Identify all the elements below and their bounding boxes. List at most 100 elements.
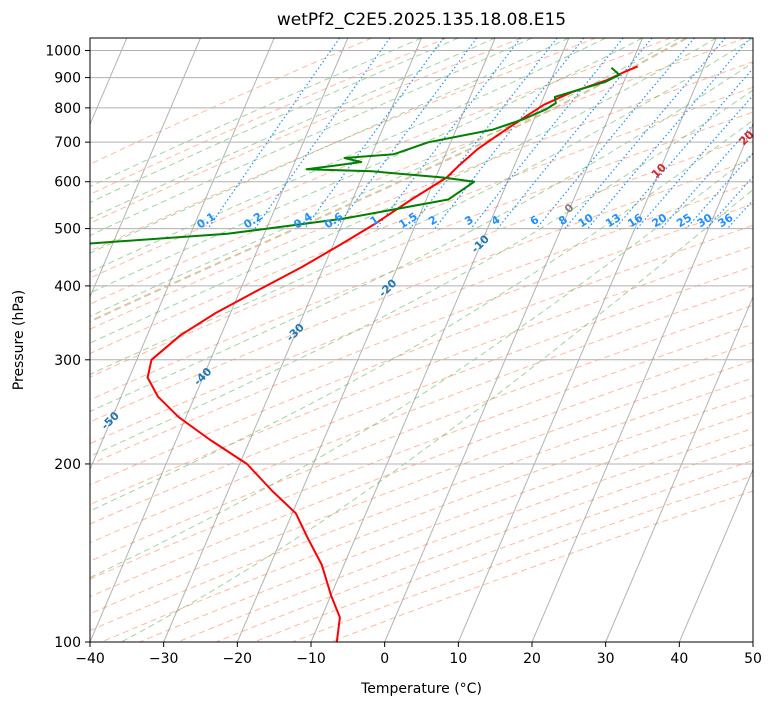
reference-curves (90, 38, 688, 323)
mixing-ratio-lines (207, 38, 753, 230)
mixing-ratio-line (335, 38, 478, 229)
isotherm-label: 20 (737, 128, 757, 148)
isotherm-label: -60 (6, 453, 29, 476)
isotherm-label: -20 (376, 276, 399, 299)
isotherm-line (752, 640, 753, 642)
dry-adiabat-line (90, 203, 753, 466)
mixing-ratio-label: 4 (489, 213, 503, 228)
moist-adiabat-line (90, 38, 606, 273)
dry-adiabat-line (90, 342, 753, 598)
mixing-ratio-line (660, 123, 753, 229)
mixing-ratio-label: 20 (650, 211, 670, 230)
y-tick-label: 1000 (45, 44, 81, 60)
mixing-ratio-label: 6 (528, 213, 542, 228)
x-tick-label: −10 (296, 651, 326, 667)
y-tick-label: 700 (54, 135, 81, 151)
dry-adiabat-line (101, 394, 753, 642)
mixing-ratio-label: 25 (674, 211, 694, 230)
x-tick-label: −40 (75, 651, 105, 667)
mixing-ratio-line (536, 38, 695, 229)
isotherm-label: -10 (469, 232, 492, 255)
mixing-ratio-label: 13 (603, 211, 623, 230)
y-axis-label: Pressure (hPa) (11, 290, 27, 390)
moist-adiabat-line (90, 38, 533, 236)
mixing-ratio-line (304, 38, 445, 229)
isotherm-line (90, 38, 275, 471)
x-tick-label: 10 (449, 651, 467, 667)
x-axis-ticks: −40 −30 −20 −10 0 10 20 30 40 50 (75, 642, 762, 667)
y-tick-label: 600 (54, 175, 81, 191)
moist-adiabat-line (90, 153, 753, 579)
isotherm-line (90, 38, 349, 642)
moist-adiabat-line (90, 38, 496, 220)
isotherm-line (457, 38, 717, 642)
y-tick-label: 500 (54, 222, 81, 238)
mixing-ratio-line (497, 38, 653, 229)
mixing-ratio-line (409, 38, 558, 229)
dry-adiabat-line (90, 285, 753, 544)
isotherm-line (678, 468, 753, 642)
dry-adiabat-line (90, 38, 671, 279)
isotherm-line (236, 38, 496, 642)
moist-adiabats (90, 38, 753, 642)
moist-adiabat-line (90, 38, 680, 317)
isotherm-line (605, 295, 753, 642)
mixing-ratio-line (434, 38, 585, 229)
y-tick-label: 300 (54, 353, 81, 369)
isotherm-line (310, 38, 570, 642)
isotherm-line (531, 123, 753, 642)
x-axis-label: Temperature (°C) (360, 681, 482, 697)
dry-adiabat-line (90, 38, 447, 195)
mixing-ratio-label: 10 (576, 211, 596, 230)
x-tick-label: −20 (223, 651, 253, 667)
mixing-ratio-line (636, 94, 753, 229)
dry-adiabat-line (90, 38, 373, 165)
dry-adiabat-line (90, 61, 753, 330)
moist-adiabat-line (121, 188, 753, 642)
moist-adiabat-line (90, 38, 717, 344)
isotherm-line (384, 38, 643, 642)
wet-bulb-reference-curve (90, 38, 688, 323)
dry-adiabat-line (90, 224, 753, 486)
mixing-ratio-label: 36 (716, 211, 736, 230)
isotherm-label: -50 (99, 409, 122, 432)
mixing-ratio-line (685, 152, 753, 229)
dewpoint-profile-line (90, 67, 621, 245)
dry-adiabat-line (90, 304, 753, 562)
moist-adiabat-line (90, 61, 753, 413)
dry-adiabat-line (90, 38, 746, 305)
mixing-ratio-line (564, 38, 726, 229)
mixing-ratio-label: 30 (695, 211, 715, 230)
y-axis-ticks: 100 200 300 400 500 600 700 800 900 1000 (45, 44, 90, 651)
pressure-gridlines (90, 50, 753, 642)
dry-adiabat-line (90, 245, 753, 506)
x-tick-label: −30 (149, 651, 179, 667)
dry-adiabat-line (90, 158, 753, 423)
x-tick-label: 30 (597, 651, 615, 667)
mixing-ratio-line (375, 38, 522, 229)
isotherm-line (163, 38, 422, 642)
isotherm-label: 10 (649, 161, 669, 181)
dry-adiabats (90, 38, 753, 642)
isotherm-line (90, 38, 201, 299)
moist-adiabat-line (90, 38, 753, 375)
y-tick-label: 400 (54, 279, 81, 295)
plot-frame (89, 37, 754, 643)
dry-adiabat-line (90, 135, 753, 401)
dry-adiabat-line (90, 86, 753, 355)
dry-adiabat-line (90, 377, 753, 632)
dry-adiabat-line (90, 111, 753, 378)
isotherm-label: -30 (284, 321, 307, 344)
y-tick-label: 900 (54, 71, 81, 87)
x-tick-label: 20 (523, 651, 541, 667)
moist-adiabat-line (90, 38, 459, 204)
x-tick-label: 50 (744, 651, 762, 667)
skewed-isotherms (90, 38, 753, 642)
mixing-ratio-line (587, 38, 751, 229)
x-tick-label: 40 (670, 651, 688, 667)
mixing-ratio-line (207, 38, 341, 229)
temperature-profile-line (146, 65, 639, 642)
